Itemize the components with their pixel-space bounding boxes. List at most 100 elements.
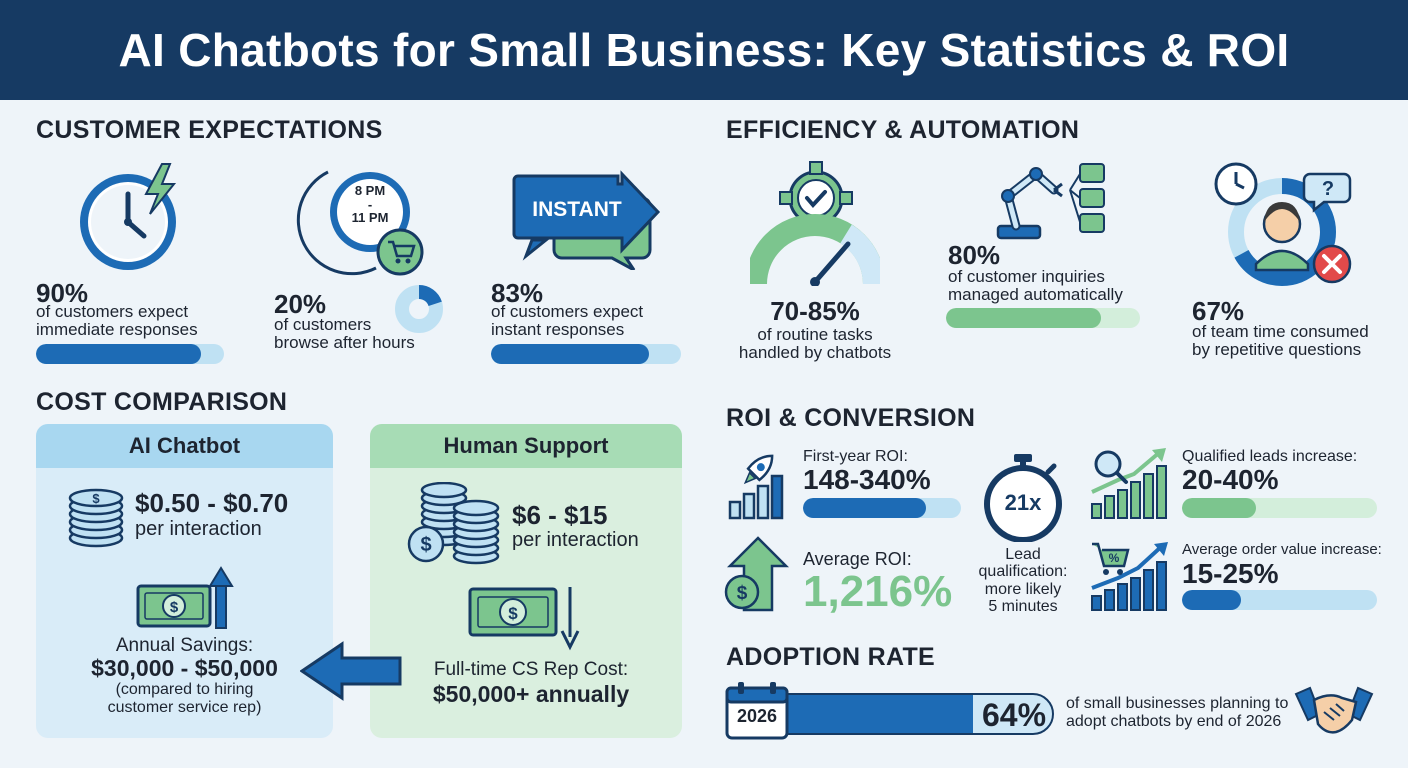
first-year-roi-value: 148-340% <box>803 464 931 495</box>
after-hours-donut-fill <box>395 285 443 333</box>
annual-savings-label: Annual Savings: <box>115 635 254 656</box>
stat-20-value: 20% <box>274 289 327 319</box>
qualified-leads-label: Qualified leads increase: <box>1182 448 1358 465</box>
cart-growth-icon: % <box>1091 542 1168 611</box>
efficiency-heading: EFFICIENCY & AUTOMATION <box>726 116 1080 144</box>
stat-80-label-1: of customer inquiries <box>948 267 1105 286</box>
stat-80-bar <box>946 308 1140 328</box>
stat-80-value: 80% <box>948 240 1001 270</box>
gear-gauge-icon <box>750 161 880 286</box>
adoption-label-2: adopt chatbots by end of 2026 <box>1066 712 1282 730</box>
stopwatch-icon <box>984 454 1062 542</box>
roi-arrow-up-icon: $ <box>724 536 790 612</box>
team-time-ring-fill <box>1228 178 1336 286</box>
instant-badge-text: INSTANT <box>532 198 622 221</box>
svg-text:$: $ <box>170 599 179 616</box>
stat-90-bar <box>36 344 224 364</box>
annual-savings-value: $30,000 - $50,000 <box>91 654 278 681</box>
cs-rep-cost-value: $50,000+ annually <box>432 680 630 707</box>
qualified-leads-bar-fill <box>1182 498 1257 518</box>
coin-stacks-icon: $ <box>407 482 500 565</box>
coin-stack-icon: $ <box>68 488 124 548</box>
aov-bar-fill <box>1182 590 1241 610</box>
aov-label: Average order value increase: <box>1182 541 1382 558</box>
stat-70-85-label-1: of routine tasks <box>757 325 873 344</box>
qualified-leads-bar <box>1182 498 1377 518</box>
svg-text:$: $ <box>508 604 518 623</box>
savings-note-1: (compared to hiring <box>115 681 254 699</box>
lead-text-3: more likely <box>984 580 1062 598</box>
cs-rep-cost-label: Full-time CS Rep Cost: <box>433 659 629 680</box>
cash-arrow-down-icon: $ <box>468 587 580 651</box>
instant-speech-arrow-icon <box>512 170 661 270</box>
first-year-roi-bar <box>803 498 961 518</box>
stat-67-value: 67% <box>1192 296 1245 326</box>
page-title: AI Chatbots for Small Business: Key Stat… <box>118 24 1290 76</box>
stat-83-value: 83% <box>491 278 544 308</box>
comparison-arrow-left-icon <box>300 641 402 701</box>
cash-arrow-up-icon: $ <box>136 566 234 629</box>
customer-expectations-heading: CUSTOMER EXPECTATIONS <box>36 116 383 144</box>
aov-value: 15-25% <box>1182 558 1279 589</box>
stat-67-label-2: by repetitive questions <box>1192 340 1362 359</box>
stat-70-85-value: 70-85% <box>770 296 860 326</box>
stat-90-label-2: immediate responses <box>36 320 198 339</box>
calendar-icon <box>725 682 789 740</box>
aov-bar <box>1182 590 1377 610</box>
title-banner: AI Chatbots for Small Business: Key Stat… <box>0 0 1408 100</box>
savings-note-2: customer service rep) <box>107 698 262 716</box>
stat-67-label-1: of team time consumed <box>1192 322 1369 341</box>
stat-20-label-1: of customers <box>274 315 372 334</box>
ai-chatbot-panel: AI Chatbot <box>36 424 333 738</box>
ai-price-unit: per interaction <box>135 518 262 540</box>
human-support-panel: Human Support <box>370 424 682 738</box>
human-price-unit: per interaction <box>512 529 639 551</box>
rocket-chart-icon <box>728 454 784 520</box>
average-roi-label: Average ROI: <box>803 549 912 569</box>
stat-90-bar-fill <box>36 344 202 364</box>
stat-83-label-1: of customers expect <box>491 302 644 321</box>
svg-text:%: % <box>1109 551 1120 565</box>
svg-text:$: $ <box>420 534 431 556</box>
human-price: $6 - $15 <box>512 500 608 530</box>
svg-text:?: ? <box>1322 178 1334 200</box>
roi-heading: ROI & CONVERSION <box>726 404 976 432</box>
moon-clock-cart-icon <box>296 170 424 276</box>
adoption-heading: ADOPTION RATE <box>726 643 935 671</box>
stopwatch-value: 21x <box>1004 490 1042 515</box>
adoption-pct: 64% <box>982 697 1047 733</box>
first-year-roi-bar-fill <box>803 498 927 518</box>
svg-text:$: $ <box>92 491 100 506</box>
svg-text:$: $ <box>737 583 748 604</box>
lead-text-1: Lead <box>1005 546 1041 563</box>
stat-83-bar <box>491 344 681 364</box>
stat-90-value: 90% <box>36 278 89 308</box>
clock-time-end: 11 PM <box>351 210 389 226</box>
human-support-panel-title: Human Support <box>370 424 682 468</box>
ai-chatbot-panel-title: AI Chatbot <box>36 424 333 468</box>
stat-80-label-2: managed automatically <box>948 285 1123 304</box>
handshake-icon <box>1294 686 1374 734</box>
stat-90-label-1: of customers expect <box>36 302 189 321</box>
lead-text-4: 5 minutes <box>988 597 1058 615</box>
stat-20-label-2: browse after hours <box>274 333 415 352</box>
calendar-year: 2026 <box>736 706 778 726</box>
stat-83-label-2: instant responses <box>491 320 625 339</box>
stressed-person-icon: ? <box>1214 162 1352 286</box>
after-hours-donut <box>395 285 443 333</box>
robot-arm-chat-icon <box>996 163 1105 240</box>
magnifier-growth-icon <box>1091 448 1167 519</box>
stat-80-bar-fill <box>946 308 1102 328</box>
stat-70-85-label-2: handled by chatbots <box>738 343 892 363</box>
adoption-label-1: of small businesses planning to <box>1066 695 1289 712</box>
qualified-leads-value: 20-40% <box>1182 464 1279 495</box>
ai-price: $0.50 - $0.70 <box>135 488 289 518</box>
first-year-roi-label: First-year ROI: <box>803 448 908 465</box>
average-roi-value: 1,216% <box>803 567 953 616</box>
clock-time-text: 8 PM - 11 PM <box>350 184 390 225</box>
stat-83-bar-fill <box>491 344 649 364</box>
lead-text-2: qualification: <box>978 563 1068 581</box>
clock-lightning-icon <box>80 163 177 270</box>
clock-time-dash: - <box>367 196 373 212</box>
clock-time-start: 8 PM <box>354 183 386 198</box>
